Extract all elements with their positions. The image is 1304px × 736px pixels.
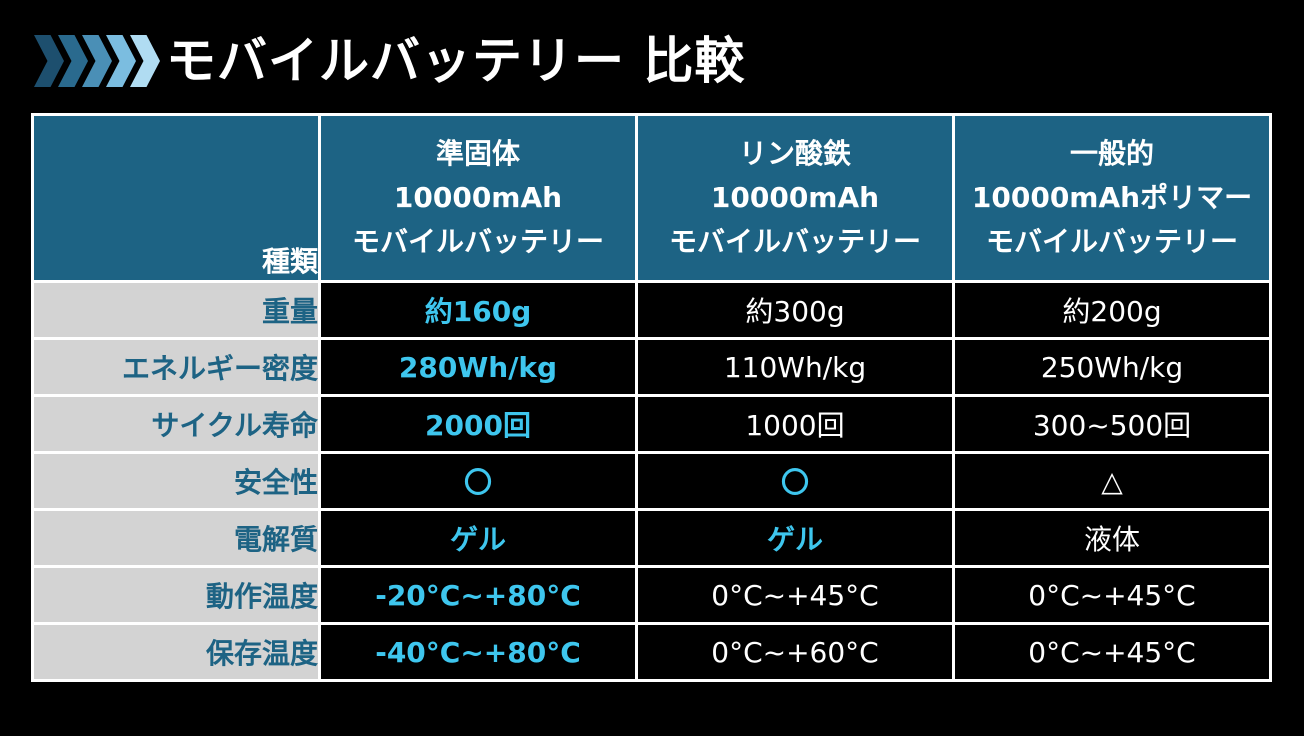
table-cell: 110Wh/kg bbox=[635, 337, 955, 397]
table-cell: 約300g bbox=[635, 280, 955, 340]
table-cell: 2000回 bbox=[318, 394, 638, 454]
column-header-line: 10000mAhポリマー bbox=[971, 181, 1253, 214]
row-label: サイクル寿命 bbox=[31, 394, 321, 454]
column-header-line: リン酸鉄 bbox=[738, 137, 851, 170]
row-label: エネルギー密度 bbox=[31, 337, 321, 397]
table-row: 電解質 ゲル ゲル 液体 bbox=[31, 508, 1272, 568]
table-cell: 液体 bbox=[952, 508, 1272, 568]
table-cell: ゲル bbox=[635, 508, 955, 568]
table-header-row: 種類 準固体 10000mAh モバイルバッテリー リン酸鉄 10000mAh … bbox=[31, 113, 1272, 283]
row-label: 動作温度 bbox=[31, 565, 321, 625]
triangle-icon: △ bbox=[952, 451, 1272, 511]
header-label-cell: 種類 bbox=[31, 113, 321, 283]
column-header-line: モバイルバッテリー bbox=[351, 225, 604, 258]
column-header-lifepo4: リン酸鉄 10000mAh モバイルバッテリー bbox=[635, 113, 955, 283]
table-cell: 約160g bbox=[318, 280, 638, 340]
column-header-semi-solid: 準固体 10000mAh モバイルバッテリー bbox=[318, 113, 638, 283]
column-header-general-polymer: 一般的 10000mAhポリマー モバイルバッテリー bbox=[952, 113, 1272, 283]
row-label: 安全性 bbox=[31, 451, 321, 511]
table-cell: 0°C~+45°C bbox=[952, 565, 1272, 625]
table-row: 保存温度 -40°C~+80°C 0°C~+60°C 0°C~+45°C bbox=[31, 622, 1272, 682]
table-row: 動作温度 -20°C~+80°C 0°C~+45°C 0°C~+45°C bbox=[31, 565, 1272, 625]
title-bar: モバイルバッテリー 比較 bbox=[34, 26, 745, 96]
table-body: 重量 約160g 約300g 約200g エネルギー密度 280Wh/kg 11… bbox=[31, 280, 1272, 682]
table-cell: 1000回 bbox=[635, 394, 955, 454]
table-cell: ゲル bbox=[318, 508, 638, 568]
column-header-line: 準固体 bbox=[435, 137, 520, 170]
table-cell: 0°C~+60°C bbox=[635, 622, 955, 682]
row-label: 保存温度 bbox=[31, 622, 321, 682]
table-row: エネルギー密度 280Wh/kg 110Wh/kg 250Wh/kg bbox=[31, 337, 1272, 397]
table-cell: 0°C~+45°C bbox=[635, 565, 955, 625]
column-header-line: 10000mAh bbox=[393, 181, 563, 214]
table-cell: 0°C~+45°C bbox=[952, 622, 1272, 682]
table-cell: 300~500回 bbox=[952, 394, 1272, 454]
circle-icon: 〇 bbox=[318, 451, 638, 511]
circle-icon: 〇 bbox=[635, 451, 955, 511]
table-cell: -40°C~+80°C bbox=[318, 622, 638, 682]
table-row: 重量 約160g 約300g 約200g bbox=[31, 280, 1272, 340]
row-label: 重量 bbox=[31, 280, 321, 340]
comparison-table: 種類 準固体 10000mAh モバイルバッテリー リン酸鉄 10000mAh … bbox=[31, 113, 1272, 682]
table-row: サイクル寿命 2000回 1000回 300~500回 bbox=[31, 394, 1272, 454]
table-row: 安全性 〇 〇 △ bbox=[31, 451, 1272, 511]
table-cell: -20°C~+80°C bbox=[318, 565, 638, 625]
row-label: 電解質 bbox=[31, 508, 321, 568]
column-header-line: モバイルバッテリー bbox=[668, 225, 921, 258]
table-cell: 約200g bbox=[952, 280, 1272, 340]
column-header-line: 一般的 bbox=[1069, 137, 1154, 170]
chevron-icon bbox=[34, 35, 64, 87]
table-cell: 280Wh/kg bbox=[318, 337, 638, 397]
page-title: モバイルバッテリー 比較 bbox=[166, 32, 746, 90]
chevron-arrows-icon bbox=[34, 35, 160, 87]
column-header-line: 10000mAh bbox=[710, 181, 880, 214]
table-cell: 250Wh/kg bbox=[952, 337, 1272, 397]
column-header-line: モバイルバッテリー bbox=[985, 225, 1238, 258]
